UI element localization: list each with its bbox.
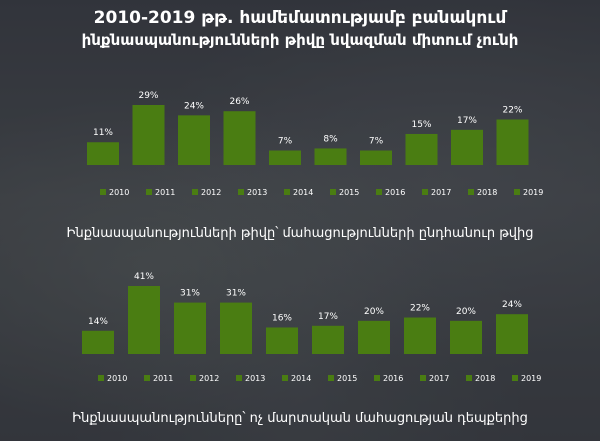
c1-bar-2010 xyxy=(87,142,119,165)
c1-data-label-2010: 11% xyxy=(93,128,113,138)
c1-data-label-2013: 26% xyxy=(229,97,249,107)
c2-bar-2019 xyxy=(496,314,528,354)
c2-bar-2016 xyxy=(358,320,390,354)
c1-bar-2015 xyxy=(314,148,347,165)
c1-legend-swatch-2014 xyxy=(284,189,290,195)
c2-data-label-2010: 14% xyxy=(88,317,108,327)
c2-bar-2015 xyxy=(312,325,344,354)
c2-legend-swatch-2013 xyxy=(236,375,242,381)
c2-legend-label-2014: 2014 xyxy=(291,374,311,383)
c2-data-label-2017: 22% xyxy=(410,304,430,314)
c2-legend-label-2018: 2018 xyxy=(475,374,495,383)
c2-legend-swatch-2017 xyxy=(420,375,426,381)
c1-legend-swatch-2011 xyxy=(146,189,152,195)
c2-bar-2014 xyxy=(266,327,298,354)
c2-data-label-2013: 31% xyxy=(226,289,246,299)
c2-data-label-2012: 31% xyxy=(180,289,200,299)
chart2-caption: Ինքնասպանությունները՝ ոչ մարտական մահացո… xyxy=(72,411,528,426)
c2-bar-2011 xyxy=(128,286,160,354)
c1-bar-2016 xyxy=(360,150,392,165)
title-line-2: ինքնասպանությունների թիվը նվազման միտում… xyxy=(81,31,519,49)
c2-legend-swatch-2016 xyxy=(374,375,380,381)
c1-legend-label-2012: 2012 xyxy=(201,188,221,197)
c1-legend-label-2014: 2014 xyxy=(293,188,313,197)
c1-bar-2014 xyxy=(269,150,301,165)
c2-legend-label-2017: 2017 xyxy=(429,374,449,383)
c2-data-label-2015: 17% xyxy=(318,312,338,322)
c2-bar-2012 xyxy=(174,302,206,354)
c1-legend-swatch-2016 xyxy=(376,189,382,195)
c2-bar-2018 xyxy=(450,320,482,354)
c1-bar-2018 xyxy=(451,129,483,165)
c1-legend-swatch-2017 xyxy=(422,189,428,195)
c2-legend-swatch-2010 xyxy=(98,375,104,381)
c1-legend-swatch-2018 xyxy=(468,189,474,195)
c2-legend-label-2019: 2019 xyxy=(521,374,541,383)
c2-legend-label-2010: 2010 xyxy=(107,374,127,383)
c1-legend-swatch-2019 xyxy=(514,189,520,195)
c2-bar-2017 xyxy=(404,317,436,354)
title-line-1: 2010-2019 թթ. համեմատությամբ բանակում xyxy=(93,8,507,28)
c2-legend-label-2012: 2012 xyxy=(199,374,219,383)
c1-data-label-2016: 7% xyxy=(369,137,384,147)
c1-data-label-2018: 17% xyxy=(457,116,477,126)
c1-legend-label-2010: 2010 xyxy=(109,188,129,197)
c1-legend-swatch-2010 xyxy=(100,189,106,195)
c2-legend-label-2013: 2013 xyxy=(245,374,265,383)
c2-legend-swatch-2019 xyxy=(512,375,518,381)
chart1-caption: Ինքնասպանությունների թիվը՝ մահացությունն… xyxy=(66,226,534,241)
c2-legend-swatch-2012 xyxy=(190,375,196,381)
c1-data-label-2014: 7% xyxy=(278,137,293,147)
c1-bar-2012 xyxy=(178,115,210,165)
c1-legend-swatch-2013 xyxy=(238,189,244,195)
c2-legend-swatch-2011 xyxy=(144,375,150,381)
c1-legend-label-2016: 2016 xyxy=(385,188,405,197)
c1-data-label-2011: 29% xyxy=(138,91,158,101)
c1-bar-2011 xyxy=(132,105,165,165)
c1-legend-label-2018: 2018 xyxy=(477,188,497,197)
c2-legend-label-2011: 2011 xyxy=(153,374,173,383)
c2-data-label-2016: 20% xyxy=(364,307,384,317)
c2-legend-label-2016: 2016 xyxy=(383,374,403,383)
c2-bar-2010 xyxy=(82,330,114,354)
c2-data-label-2019: 24% xyxy=(502,300,522,310)
c1-data-label-2019: 22% xyxy=(502,105,522,115)
c1-legend-swatch-2012 xyxy=(192,189,198,195)
c1-legend-label-2015: 2015 xyxy=(339,188,359,197)
c2-legend-label-2015: 2015 xyxy=(337,374,357,383)
c1-legend-swatch-2015 xyxy=(330,189,336,195)
c2-legend-swatch-2015 xyxy=(328,375,334,381)
c2-data-label-2011: 41% xyxy=(134,272,154,282)
c2-data-label-2018: 20% xyxy=(456,307,476,317)
c2-legend-swatch-2018 xyxy=(466,375,472,381)
c2-legend-swatch-2014 xyxy=(282,375,288,381)
c1-bar-2013 xyxy=(223,111,256,165)
c1-data-label-2017: 15% xyxy=(411,120,431,130)
c1-bar-2017 xyxy=(405,133,438,165)
c2-data-label-2014: 16% xyxy=(272,313,292,323)
c1-legend-label-2011: 2011 xyxy=(155,188,175,197)
c1-bar-2019 xyxy=(496,119,529,165)
c2-bar-2013 xyxy=(220,302,252,354)
c1-legend-label-2013: 2013 xyxy=(247,188,267,197)
c1-legend-label-2017: 2017 xyxy=(431,188,451,197)
c1-data-label-2012: 24% xyxy=(184,101,204,111)
c1-data-label-2015: 8% xyxy=(323,134,338,144)
c1-legend-label-2019: 2019 xyxy=(523,188,543,197)
